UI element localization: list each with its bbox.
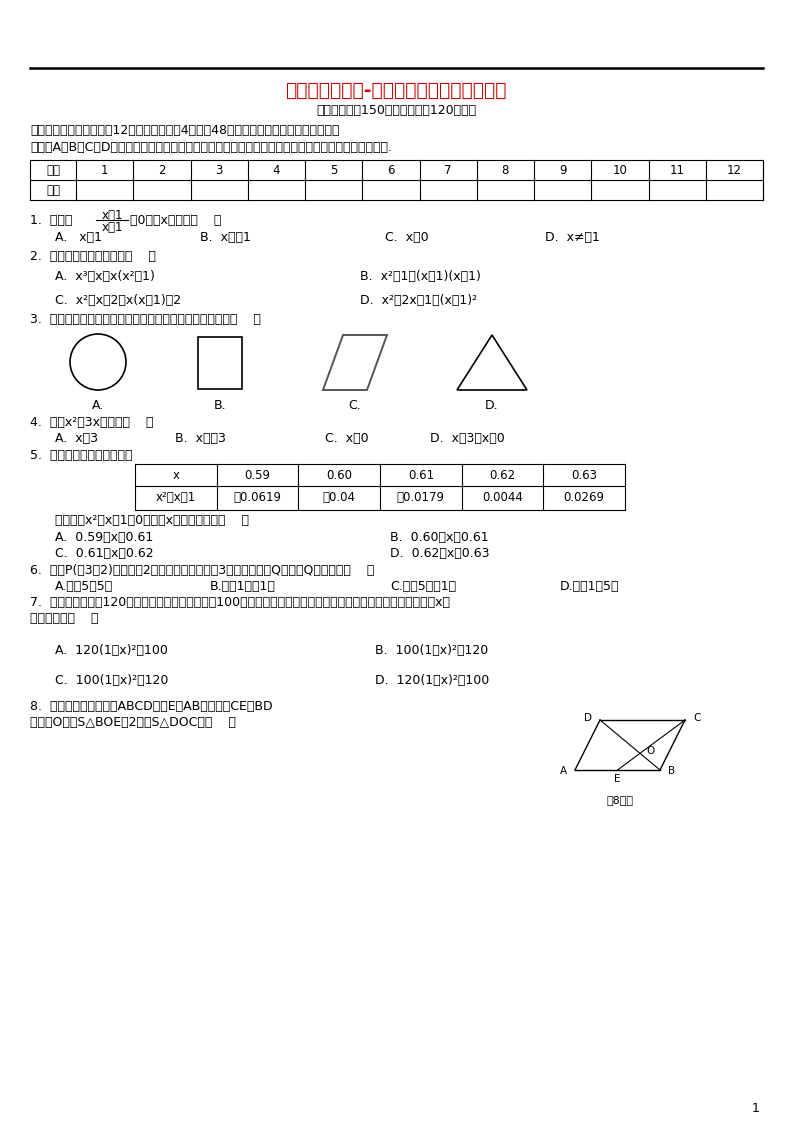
Text: B.  x＝－3: B. x＝－3 bbox=[175, 432, 226, 444]
Text: x²＋x－1: x²＋x－1 bbox=[155, 490, 196, 504]
Text: 6: 6 bbox=[387, 164, 395, 176]
Text: A.  120(1－x)²＝100: A. 120(1－x)²＝100 bbox=[55, 644, 168, 657]
Text: 一、选择题：（本大题共12个小题，每小题4分，共48分）在每个小题的下面，都给出了: 一、选择题：（本大题共12个小题，每小题4分，共48分）在每个小题的下面，都给出… bbox=[30, 123, 339, 137]
Text: C.  x＝0: C. x＝0 bbox=[385, 230, 429, 243]
Text: A.  0.59＜x＜0.61: A. 0.59＜x＜0.61 bbox=[55, 531, 153, 543]
Text: D.  120(1＋x)²＝100: D. 120(1＋x)²＝100 bbox=[375, 673, 489, 687]
Text: B.（－1，－1）: B.（－1，－1） bbox=[210, 579, 276, 592]
Text: O: O bbox=[646, 746, 654, 756]
Text: B.  x²－1＝(x＋1)(x－1): B. x²－1＝(x＋1)(x－1) bbox=[360, 269, 481, 283]
Text: 判断方程x²＋x－1＝0一个解x的取值范围是（    ）: 判断方程x²＋x－1＝0一个解x的取值范围是（ ） bbox=[55, 514, 249, 526]
Text: A.  x³－x＝x(x²－1): A. x³－x＝x(x²－1) bbox=[55, 269, 155, 283]
Text: 0.63: 0.63 bbox=[571, 469, 597, 481]
Text: C.  x²－x＋2＝x(x－1)＋2: C. x²－x＋2＝x(x－1)＋2 bbox=[55, 294, 181, 306]
Text: 重庆市重庆一中-八年级数学下学期期末试题: 重庆市重庆一中-八年级数学下学期期末试题 bbox=[285, 81, 507, 100]
Text: B.  100(1－x)²＝120: B. 100(1－x)²＝120 bbox=[375, 644, 488, 657]
Text: B.: B. bbox=[213, 398, 226, 412]
Text: 第8题图: 第8题图 bbox=[607, 795, 634, 804]
Text: D.: D. bbox=[485, 398, 499, 412]
Text: A.（－5，5）: A.（－5，5） bbox=[55, 579, 113, 592]
Text: C.  x＝0: C. x＝0 bbox=[325, 432, 369, 444]
Text: A: A bbox=[560, 766, 567, 776]
Text: B: B bbox=[668, 766, 675, 776]
Text: －0.0179: －0.0179 bbox=[396, 490, 445, 504]
Text: 交于点O．若S△BOE＝2，则S△DOC是（    ）: 交于点O．若S△BOE＝2，则S△DOC是（ ） bbox=[30, 717, 236, 729]
Text: 1: 1 bbox=[752, 1102, 760, 1114]
Text: －0.0619: －0.0619 bbox=[233, 490, 282, 504]
Text: 0.60: 0.60 bbox=[326, 469, 352, 481]
Text: 11: 11 bbox=[669, 164, 684, 176]
Text: 8: 8 bbox=[502, 164, 509, 176]
Text: －0.04: －0.04 bbox=[323, 490, 356, 504]
Text: 7.  某种商品原价是120元，经两次降价后的价格是100元，求平均每次降价的百分率．设平均每次降价的百分率为x，: 7. 某种商品原价是120元，经两次降价后的价格是100元，求平均每次降价的百分… bbox=[30, 596, 450, 608]
Text: 答案: 答案 bbox=[46, 184, 60, 196]
Text: D.  x≠－1: D. x≠－1 bbox=[545, 230, 600, 243]
Text: 可列方程为（    ）: 可列方程为（ ） bbox=[30, 611, 98, 625]
Text: 5.  根据下列表格的对应值：: 5. 根据下列表格的对应值： bbox=[30, 449, 132, 461]
Text: 4.  方程x²＝3x的解是（    ）: 4. 方程x²＝3x的解是（ ） bbox=[30, 415, 154, 429]
Text: 9: 9 bbox=[559, 164, 566, 176]
Bar bbox=[198, 337, 242, 389]
Text: x: x bbox=[172, 469, 179, 481]
Text: B.  x＝－1: B. x＝－1 bbox=[200, 230, 251, 243]
Text: D: D bbox=[584, 712, 592, 723]
Text: A.  x＝3: A. x＝3 bbox=[55, 432, 98, 444]
Text: E: E bbox=[615, 774, 621, 784]
Text: D.  x²＋2x－1＝(x－1)²: D. x²＋2x－1＝(x－1)² bbox=[360, 294, 477, 306]
Text: C: C bbox=[693, 712, 700, 723]
Text: ＝0，则x的值是（    ）: ＝0，则x的值是（ ） bbox=[130, 213, 221, 227]
Text: 2: 2 bbox=[158, 164, 166, 176]
Text: C.: C. bbox=[349, 398, 362, 412]
Text: x－1: x－1 bbox=[102, 209, 123, 221]
Text: 7: 7 bbox=[444, 164, 452, 176]
Text: 2.  下列分解因式正确的是（    ）: 2. 下列分解因式正确的是（ ） bbox=[30, 249, 156, 263]
Text: 6.  将点P(－3，2)向右平移2个单位后，向下平移3个单位得到点Q，则点Q的坐标为（    ）: 6. 将点P(－3，2)向右平移2个单位后，向下平移3个单位得到点Q，则点Q的坐… bbox=[30, 563, 374, 577]
Text: 0.59: 0.59 bbox=[244, 469, 270, 481]
Text: A.   x＝1: A. x＝1 bbox=[55, 230, 102, 243]
Text: C.（－5，－1）: C.（－5，－1） bbox=[390, 579, 456, 592]
Text: D.  0.62＜x＜0.63: D. 0.62＜x＜0.63 bbox=[390, 546, 489, 560]
Text: 1: 1 bbox=[101, 164, 109, 176]
Text: D.  x＝3或x＝0: D. x＝3或x＝0 bbox=[430, 432, 505, 444]
Text: 4: 4 bbox=[273, 164, 280, 176]
Text: 0.0269: 0.0269 bbox=[564, 490, 605, 504]
Text: （本试卷满分150分，考试时间120分钟）: （本试卷满分150分，考试时间120分钟） bbox=[316, 103, 476, 117]
Text: C.  0.61＜x＜0.62: C. 0.61＜x＜0.62 bbox=[55, 546, 154, 560]
Text: 0.61: 0.61 bbox=[408, 469, 434, 481]
Text: 3.  下列图形中，是中心对称图形，但不是轴对称图形的是（    ）: 3. 下列图形中，是中心对称图形，但不是轴对称图形的是（ ） bbox=[30, 313, 261, 325]
Text: 8.  如图，在平行四边形ABCD中，E是AB的中点，CE和BD: 8. 如图，在平行四边形ABCD中，E是AB的中点，CE和BD bbox=[30, 699, 273, 712]
Text: 12: 12 bbox=[727, 164, 742, 176]
Text: 题号: 题号 bbox=[46, 164, 60, 176]
Text: x＋1: x＋1 bbox=[102, 221, 123, 233]
Text: 代号为A、B、C、D的四个答案，其中只有一个是正确的，请将各小题所选答案的标号填入对应的表格内.: 代号为A、B、C、D的四个答案，其中只有一个是正确的，请将各小题所选答案的标号填… bbox=[30, 140, 392, 154]
Text: D.（－1，5）: D.（－1，5） bbox=[560, 579, 619, 592]
Text: 3: 3 bbox=[216, 164, 223, 176]
Text: 10: 10 bbox=[612, 164, 627, 176]
Text: 1.  若分式: 1. 若分式 bbox=[30, 213, 72, 227]
Text: 0.62: 0.62 bbox=[489, 469, 515, 481]
Text: 0.0044: 0.0044 bbox=[482, 490, 523, 504]
Text: A.: A. bbox=[92, 398, 104, 412]
Text: 5: 5 bbox=[330, 164, 337, 176]
Text: C.  100(1＋x)²＝120: C. 100(1＋x)²＝120 bbox=[55, 673, 168, 687]
Text: B.  0.60＜x＜0.61: B. 0.60＜x＜0.61 bbox=[390, 531, 488, 543]
